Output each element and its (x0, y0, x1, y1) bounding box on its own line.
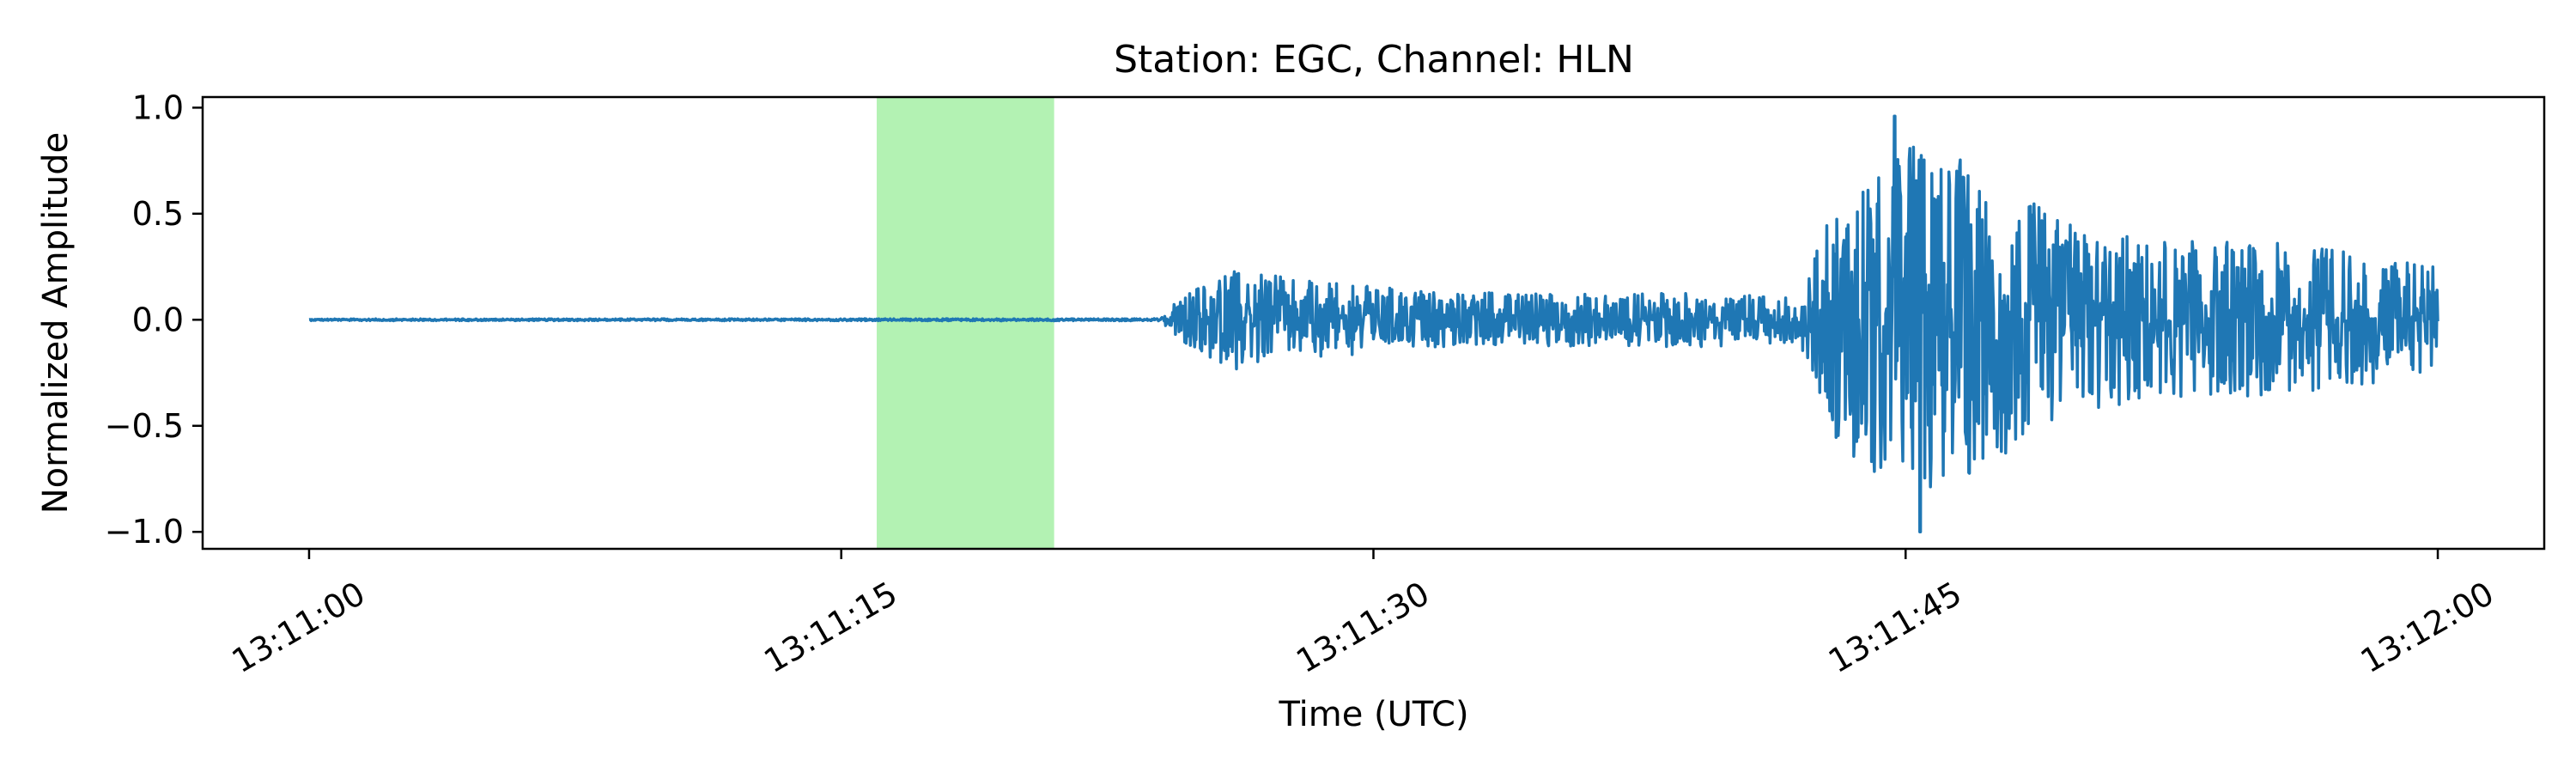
highlight-span (877, 97, 1054, 549)
highlight-layer (877, 97, 1054, 549)
y-tick-label: 0.5 (132, 195, 184, 233)
chart-title: Station: EGC, Channel: HLN (1114, 38, 1634, 82)
waveform-line (308, 114, 2439, 533)
y-axis-label: Normalized Amplitude (36, 132, 76, 514)
y-tick-label: 1.0 (132, 88, 184, 126)
y-tick-label: 0.0 (132, 301, 184, 338)
y-axis-ticks: 1.0 0.5 0.0 −0.5 −1.0 (105, 88, 203, 551)
x-axis-label: Time (UTC) (1278, 695, 1468, 734)
y-tick-label: −1.0 (105, 513, 184, 551)
y-tick-label: −0.5 (105, 407, 184, 445)
series-layer (308, 114, 2439, 533)
